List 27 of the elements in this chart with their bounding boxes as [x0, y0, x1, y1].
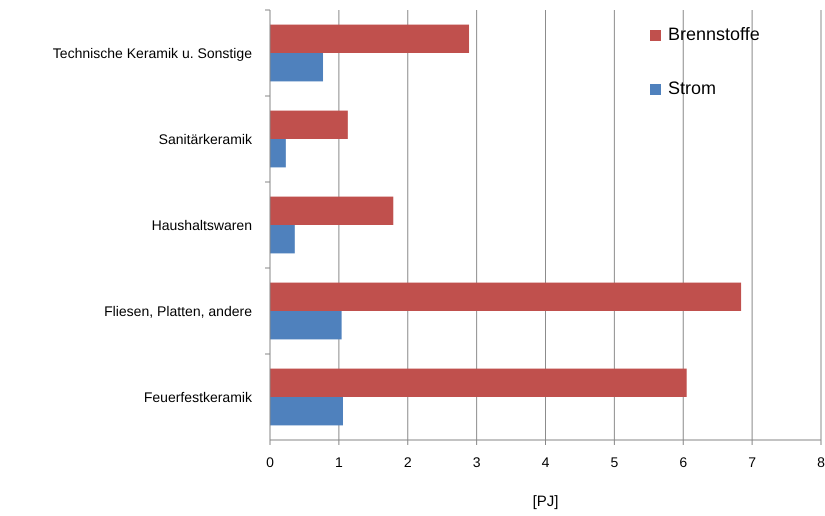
- bar: [270, 196, 394, 225]
- x-tick-label: 3: [472, 454, 481, 470]
- y-tick-label: Haushaltswaren: [152, 217, 252, 233]
- x-tick-label: 8: [817, 454, 825, 470]
- bar: [270, 397, 344, 426]
- bar: [270, 110, 348, 139]
- y-tick-label: Sanitärkeramik: [158, 131, 253, 147]
- y-tick-label: Fliesen, Platten, andere: [104, 303, 252, 319]
- legend-label: Brennstoffe: [668, 24, 760, 44]
- x-tick-label: 6: [679, 454, 688, 470]
- bar: [270, 282, 742, 311]
- bar: [270, 24, 470, 53]
- bar: [270, 225, 295, 254]
- legend-label: Strom: [668, 78, 716, 98]
- bar: [270, 139, 286, 168]
- bar: [270, 311, 342, 340]
- x-tick-label: 2: [404, 454, 412, 470]
- bar: [270, 368, 687, 397]
- x-tick-label: 0: [266, 454, 274, 470]
- x-tick-label: 4: [542, 454, 550, 470]
- x-tick-label: 7: [748, 454, 756, 470]
- x-axis-title: [PJ]: [532, 493, 558, 510]
- x-tick-label: 5: [610, 454, 618, 470]
- bar: [270, 53, 324, 82]
- y-tick-label: Technische Keramik u. Sonstige: [52, 45, 252, 61]
- x-tick-label: 1: [334, 454, 343, 470]
- y-tick-label: Feuerfestkeramik: [144, 389, 253, 405]
